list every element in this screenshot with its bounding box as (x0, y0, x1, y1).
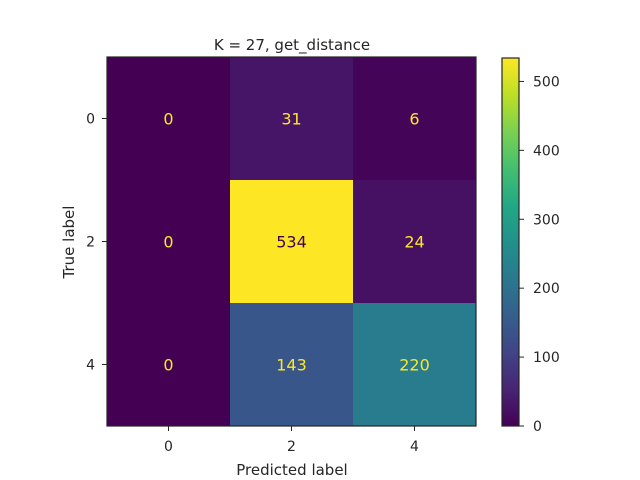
heatmap-cells (107, 57, 477, 427)
y-tick-labels: 0 2 4 (86, 112, 107, 374)
cell-value-label: 0 (163, 356, 173, 375)
y-axis-label: True label (60, 206, 78, 280)
y-tick-label: 0 (86, 112, 95, 128)
x-tick-label: 4 (410, 439, 419, 455)
heatmap-cell (353, 57, 477, 181)
y-tick-label: 4 (86, 358, 95, 374)
heatmap-cell (353, 303, 477, 427)
colorbar-ticks: 0 100 200 300 400 500 (519, 74, 560, 435)
colorbar-tick-label: 500 (533, 74, 560, 90)
cell-value-label: 6 (409, 110, 419, 129)
cell-value-label: 0 (163, 110, 173, 129)
heatmap-cell (107, 57, 231, 181)
chart-title: K = 27, get_distance (214, 36, 370, 55)
colorbar-tick-label: 100 (533, 350, 560, 366)
y-tick-label: 2 (86, 235, 95, 251)
heatmap-cell (230, 180, 354, 304)
colorbar-tick-label: 200 (533, 281, 560, 297)
x-axis-label: Predicted label (236, 461, 347, 479)
x-tick-label: 2 (287, 439, 296, 455)
cell-value-label: 31 (281, 110, 301, 129)
cell-value-label: 24 (404, 233, 424, 252)
colorbar-tick-label: 400 (533, 143, 560, 159)
colorbar-tick-label: 300 (533, 212, 560, 228)
heatmap-cell (107, 180, 231, 304)
heatmap-cell (107, 303, 231, 427)
cell-value-label: 0 (163, 233, 173, 252)
colorbar-tick-label: 0 (533, 419, 542, 435)
cell-value-label: 143 (276, 356, 307, 375)
heatmap-cell (230, 57, 354, 181)
heatmap-cell (230, 303, 354, 427)
cell-annotations: 0 31 6 0 534 24 0 143 220 (163, 110, 429, 375)
cell-value-label: 534 (276, 233, 307, 252)
colorbar (501, 57, 520, 427)
x-tick-label: 0 (164, 439, 173, 455)
x-tick-labels: 0 2 4 (164, 426, 419, 455)
cell-value-label: 220 (399, 356, 430, 375)
heatmap-cell (353, 180, 477, 304)
